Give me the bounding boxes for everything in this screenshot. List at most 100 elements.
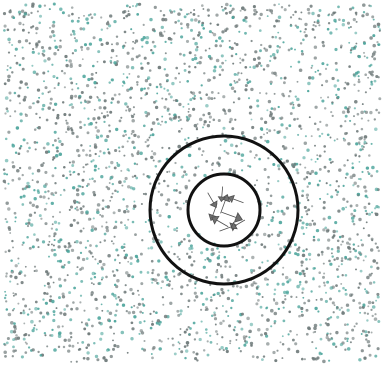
dot [106,134,110,139]
dot [93,179,97,183]
dot [4,290,7,293]
dot [63,312,67,317]
dot [317,238,321,242]
dot [52,281,55,284]
dot [364,73,368,77]
dot [151,133,155,137]
dot [115,54,118,58]
dot [374,187,379,192]
dot [367,300,372,305]
dot [354,255,358,259]
dot [288,310,291,314]
dot [127,10,130,13]
dot [346,82,350,86]
dot [241,6,245,10]
dot [316,154,319,157]
dot [312,267,316,270]
dot [37,350,40,354]
dot [249,66,252,69]
dot [271,71,275,75]
dot [118,93,121,96]
dot [317,14,321,18]
dot [359,311,362,314]
dot [344,106,348,110]
dot [105,221,108,224]
dot [171,337,174,340]
dot [114,297,118,300]
dot [371,314,374,318]
dot [215,58,220,63]
dot [187,255,192,259]
dot [348,237,352,241]
dot [92,36,96,40]
dot [68,59,72,63]
dot [205,247,209,251]
dot [304,34,308,38]
dot [231,16,235,20]
dot [130,65,135,70]
dot [148,83,152,86]
dot [352,247,355,251]
dot [226,278,230,282]
dot [149,312,152,315]
dot [240,159,244,162]
dot [342,137,345,140]
dot [69,223,74,228]
dot [165,283,169,287]
dot [72,30,76,34]
dot [340,282,343,285]
dot [346,110,350,114]
dot [303,206,307,209]
dot [255,153,258,157]
dot [125,204,129,208]
dot [269,9,274,13]
dot [51,63,54,66]
dot [153,5,157,9]
dot [294,24,297,27]
dot [300,264,303,267]
dot [45,202,48,205]
dot [210,296,213,299]
dot [304,22,308,27]
dot [53,348,57,352]
dot [327,22,331,25]
dot [111,292,115,296]
dot [130,306,133,309]
dot [33,141,37,144]
dot [14,292,18,296]
dot [270,325,273,328]
dot [263,133,265,136]
dot [157,65,162,70]
dot [190,251,193,254]
dot [28,213,33,217]
dot [42,146,46,150]
dot [318,24,321,27]
dot [76,87,80,90]
dot [215,307,218,310]
dot [186,117,191,121]
dot [308,181,311,185]
dot [8,41,11,44]
dot [21,203,25,206]
dot [289,16,293,19]
dot [234,274,238,277]
dot [329,316,333,319]
dot [304,280,308,284]
dot [71,105,75,109]
arrow-icon [217,186,226,203]
dot [93,108,96,111]
dot [38,116,41,119]
dot [207,96,211,100]
dot [47,106,51,110]
dot [346,323,349,326]
dot [110,240,113,243]
dot [116,303,119,306]
dot [85,210,89,214]
dot [301,194,304,198]
dot [296,117,299,121]
dot [328,259,331,263]
dot [24,304,28,308]
dot [151,322,154,326]
dot [41,107,45,111]
dot [239,350,242,353]
